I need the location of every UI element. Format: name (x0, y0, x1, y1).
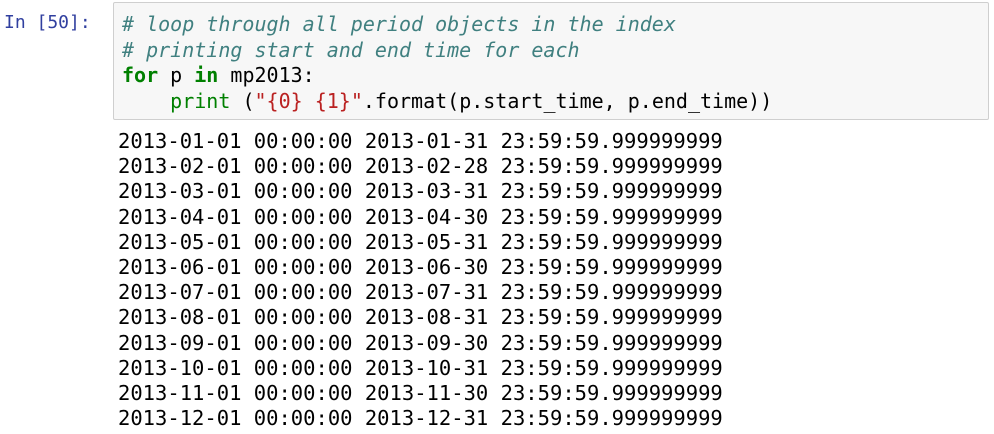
identifier: p (170, 63, 183, 87)
output-line: 2013-06-01 00:00:00 2013-06-30 23:59:59.… (118, 255, 723, 280)
builtin: print (170, 88, 231, 113)
identifier: mp2013: (230, 63, 315, 87)
output-line: 2013-01-01 00:00:00 2013-01-31 23:59:59.… (118, 129, 723, 153)
punctuation: ( (242, 88, 255, 113)
keyword: for (122, 63, 159, 87)
comment: # printing start and end time for each (122, 37, 580, 62)
output-line: 2013-03-01 00:00:00 2013-03-31 23:59:59.… (118, 179, 723, 204)
keyword: in (194, 63, 219, 87)
call: .format(p.start_time, p.end_time)) (362, 88, 773, 113)
output-line: 2013-04-01 00:00:00 2013-04-30 23:59:59.… (118, 204, 723, 229)
input-prompt: In [50]: (4, 12, 91, 33)
output-line: 2013-12-01 00:00:00 2013-12-31 23:59:59.… (118, 406, 723, 431)
string: "{0} {1}" (254, 88, 363, 113)
output-line: 2013-02-01 00:00:00 2013-02-28 23:59:59.… (118, 154, 723, 179)
output: 2013-01-01 00:00:00 2013-01-31 23:59:59.… (118, 129, 723, 431)
output-line: 2013-09-01 00:00:00 2013-09-30 23:59:59.… (118, 330, 723, 355)
output-line: 2013-05-01 00:00:00 2013-05-31 23:59:59.… (118, 229, 723, 254)
output-line: 2013-11-01 00:00:00 2013-11-30 23:59:59.… (118, 381, 723, 406)
output-line: 2013-07-01 00:00:00 2013-07-31 23:59:59.… (118, 280, 723, 305)
output-line: 2013-10-01 00:00:00 2013-10-31 23:59:59.… (118, 355, 723, 380)
code: # loop through all period objects in the… (122, 12, 772, 114)
output-line: 2013-08-01 00:00:00 2013-08-31 23:59:59.… (118, 305, 723, 330)
code-cell[interactable]: # loop through all period objects in the… (113, 2, 989, 120)
comment: # loop through all period objects in the… (122, 12, 676, 36)
